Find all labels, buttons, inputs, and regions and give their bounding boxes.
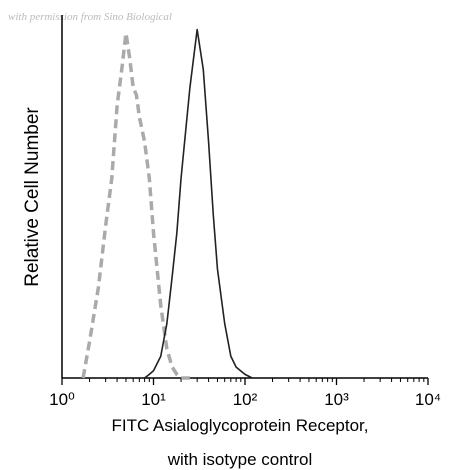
histogram-line — [81, 31, 190, 380]
histogram-line — [144, 28, 253, 379]
watermark: with permission from Sino Biological — [8, 11, 172, 23]
x-tick-label: 10² — [233, 390, 258, 409]
x-tick-label: 10³ — [324, 390, 349, 409]
y-axis-label: Relative Cell Number — [22, 107, 43, 287]
x-axis-label: with isotype control — [167, 450, 313, 469]
x-axis-label: FITC Asialoglycoprotein Receptor, — [111, 416, 368, 435]
x-tick-label: 10¹ — [141, 390, 166, 409]
x-tick-label: 10⁰ — [49, 390, 75, 409]
x-tick-label: 10⁴ — [415, 390, 441, 409]
